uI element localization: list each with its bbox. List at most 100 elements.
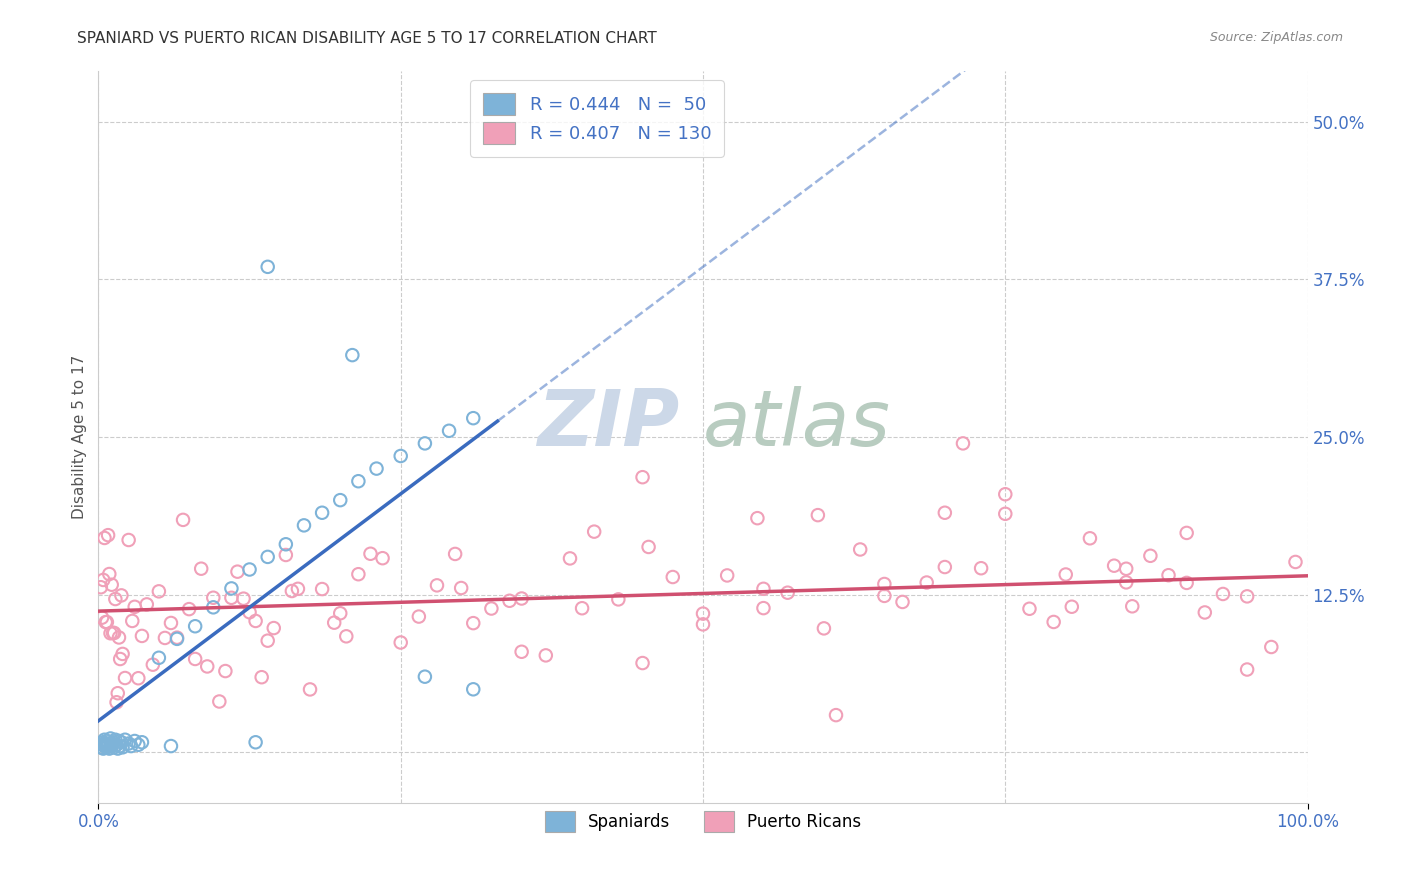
Point — [263, 621, 285, 635]
Point — [692, 617, 714, 632]
Point — [891, 595, 914, 609]
Point — [534, 648, 557, 663]
Point — [232, 591, 254, 606]
Point — [98, 741, 121, 756]
Point — [245, 614, 267, 628]
Point — [716, 568, 738, 582]
Point — [1175, 575, 1198, 590]
Text: atlas: atlas — [703, 386, 891, 462]
Point — [239, 562, 262, 576]
Point — [389, 635, 412, 649]
Point — [100, 578, 122, 592]
Point — [413, 436, 436, 450]
Point — [93, 732, 115, 747]
Point — [1212, 587, 1234, 601]
Point — [752, 601, 775, 615]
Point — [172, 513, 194, 527]
Point — [849, 542, 872, 557]
Point — [607, 592, 630, 607]
Point — [1042, 615, 1064, 629]
Point — [1194, 606, 1216, 620]
Point — [221, 591, 243, 605]
Point — [1236, 590, 1258, 604]
Point — [437, 424, 460, 438]
Point — [934, 506, 956, 520]
Point — [190, 562, 212, 576]
Point — [100, 626, 122, 640]
Point — [752, 582, 775, 596]
Point — [571, 601, 593, 615]
Point — [463, 616, 485, 631]
Point — [1236, 663, 1258, 677]
Point — [342, 348, 364, 362]
Point — [208, 694, 231, 708]
Point — [91, 573, 114, 587]
Point — [481, 601, 503, 615]
Point — [873, 577, 896, 591]
Point — [96, 615, 118, 629]
Point — [214, 664, 236, 678]
Point — [94, 737, 117, 751]
Point — [160, 615, 183, 630]
Point — [287, 582, 309, 596]
Point — [347, 567, 370, 582]
Point — [1121, 599, 1143, 614]
Point — [692, 607, 714, 621]
Point — [108, 631, 131, 645]
Point — [103, 740, 125, 755]
Point — [1115, 575, 1137, 590]
Point — [1102, 558, 1125, 573]
Point — [329, 493, 352, 508]
Text: SPANIARD VS PUERTO RICAN DISABILITY AGE 5 TO 17 CORRELATION CHART: SPANIARD VS PUERTO RICAN DISABILITY AGE … — [77, 31, 657, 46]
Point — [98, 567, 121, 582]
Point — [105, 738, 128, 752]
Point — [813, 621, 835, 635]
Point — [166, 632, 188, 646]
Point — [1284, 555, 1306, 569]
Point — [637, 540, 659, 554]
Point — [110, 735, 132, 749]
Point — [195, 659, 218, 673]
Point — [250, 670, 273, 684]
Point — [1018, 601, 1040, 615]
Point — [934, 560, 956, 574]
Point — [108, 739, 131, 753]
Point — [426, 578, 449, 592]
Point — [583, 524, 606, 539]
Point — [124, 599, 146, 614]
Point — [994, 507, 1017, 521]
Point — [413, 670, 436, 684]
Point — [274, 537, 297, 551]
Point — [96, 734, 118, 748]
Point — [184, 619, 207, 633]
Point — [127, 671, 149, 685]
Point — [97, 528, 120, 542]
Point — [1139, 549, 1161, 563]
Point — [135, 598, 157, 612]
Point — [311, 506, 333, 520]
Point — [444, 547, 467, 561]
Point — [118, 533, 141, 547]
Point — [292, 518, 315, 533]
Point — [463, 411, 485, 425]
Point — [90, 580, 112, 594]
Point — [463, 682, 485, 697]
Point — [90, 740, 112, 755]
Point — [510, 645, 533, 659]
Point — [114, 671, 136, 685]
Point — [104, 592, 127, 607]
Point — [202, 591, 225, 605]
Point — [91, 741, 114, 756]
Point — [281, 584, 304, 599]
Point — [245, 735, 267, 749]
Text: Source: ZipAtlas.com: Source: ZipAtlas.com — [1209, 31, 1343, 45]
Point — [661, 570, 683, 584]
Point — [1175, 525, 1198, 540]
Point — [323, 615, 346, 630]
Point — [221, 582, 243, 596]
Point — [131, 735, 153, 749]
Point — [121, 614, 143, 628]
Point — [450, 581, 472, 595]
Point — [153, 631, 176, 645]
Point — [96, 740, 118, 755]
